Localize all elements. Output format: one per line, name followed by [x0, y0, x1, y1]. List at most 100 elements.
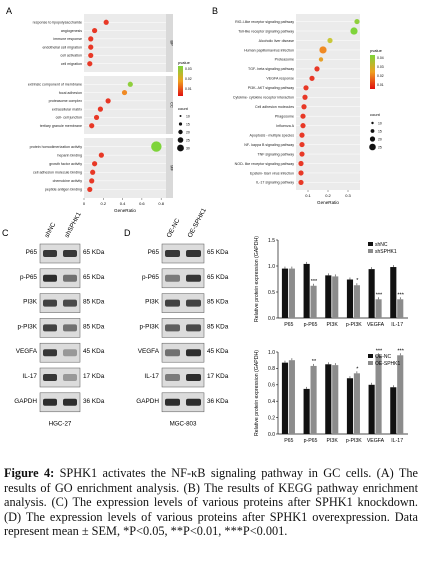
dot-cell-adhesion-molecule-binding: [90, 169, 96, 175]
significance-mark: **: [312, 359, 317, 365]
significance-mark: ***: [376, 348, 383, 354]
bar-shsphk1-vegfa: [375, 299, 382, 318]
count-dot: [369, 143, 376, 151]
kda-label: 17 KDa: [83, 373, 105, 380]
band: [186, 398, 201, 406]
term-label: immune response: [53, 37, 82, 41]
band: [165, 299, 180, 307]
legend: pvalue 0.03 0.02 0.01 count 10 15 20 25 30: [177, 60, 192, 152]
band: [186, 299, 201, 307]
facet-label: BP: [170, 40, 175, 46]
x-tick-label: 0.1: [305, 193, 311, 198]
facet-label: CC: [170, 102, 175, 108]
dot-endothelial-cell-migration: [88, 44, 94, 50]
facet-strip: [166, 76, 173, 134]
term-label: peptide antigen binding: [45, 188, 82, 192]
band: [186, 324, 201, 332]
legend-swatch: [368, 249, 373, 253]
dot-chemokine-activity: [89, 178, 95, 184]
term-label: Cell adhesion molecules: [255, 105, 294, 109]
term-label: IL-17 signaling pathway: [256, 181, 294, 185]
dot-tertiary-granule-membrane: [89, 123, 95, 129]
band: [63, 274, 77, 282]
pvalue-colorbar: [178, 66, 183, 96]
dot-response-to-lipopolysaccharide: [103, 19, 109, 25]
bar-shsphk1-p-pi3k: [353, 285, 360, 318]
facet-mf: MF protein homodimerization activity hepar…: [30, 138, 175, 198]
count-dot: [177, 144, 184, 152]
band: [43, 398, 57, 406]
x-tick-label: 0.2: [101, 201, 107, 206]
y-tick-label: 0.6: [268, 383, 275, 389]
bar-oe-nc-p-p65: [303, 388, 310, 434]
lane-label: shSPHK1: [64, 211, 83, 239]
count-dot: [179, 115, 182, 117]
dot-proteasome: [318, 57, 324, 62]
legend-label: shSPHK1: [375, 249, 397, 255]
bar-shnc-p-p65: [303, 263, 310, 318]
dot-growth-factor-activity: [92, 161, 98, 167]
legend-swatch: [368, 242, 373, 246]
y-tick-label: 1.0: [268, 350, 275, 356]
legend-pvalue-title: pvalue: [178, 60, 191, 65]
term-label: cell- cell junction: [56, 116, 82, 120]
dot-rig-i-like-receptor-signaling-pathway: [354, 18, 360, 25]
panel-d-western-blot: D OE-NC OE-SPHK1 P65 65 KDa p-P65 65 KDa PI3K 85…: [124, 207, 229, 428]
blot-strip: [161, 392, 205, 413]
panel-b-kegg-dotplot: B RIG-I-like receptor signaling pathway To…: [212, 6, 384, 205]
term-label: response to lipopolysaccharide: [33, 21, 82, 25]
lane-label: OE-SPHK1: [187, 207, 209, 239]
term-label: focal adhesion: [59, 91, 82, 95]
x-tick-label: p-P65: [304, 438, 318, 444]
count-dot: [370, 129, 375, 133]
x-tick-label: 0.6: [139, 201, 145, 206]
term-label: VEGFA response: [266, 77, 294, 81]
term-label: angiogenesis: [61, 29, 82, 33]
band: [63, 349, 77, 357]
bar-oe-nc-pi3k: [325, 364, 332, 434]
blot-strip: [161, 268, 205, 289]
protein-label: VEGFA: [16, 348, 38, 355]
bar-shnc-p65: [281, 268, 289, 318]
term-label: protein homodimerization activity: [30, 145, 83, 149]
blot-strip: [161, 318, 205, 338]
pvalue-tick: 0.01: [185, 87, 192, 91]
term-label: cell adhesion molecule binding: [33, 171, 82, 175]
count-tick: 25: [378, 145, 382, 149]
pvalue-tick: 0.04: [377, 56, 384, 60]
term-label: proteasome complex: [49, 99, 83, 103]
blot-strip: [39, 367, 81, 388]
kda-label: 85 KDa: [83, 299, 105, 306]
lane-label: OE-NC: [166, 217, 182, 239]
protein-label: IL-17: [22, 373, 37, 380]
panel-letter: A: [6, 6, 12, 16]
facet-strip: [166, 138, 173, 198]
dot-influenza-a: [300, 123, 306, 129]
significance-mark: ***: [311, 279, 318, 285]
dot-heparin-binding: [98, 152, 104, 158]
band: [165, 398, 180, 406]
count-tick: 20: [186, 130, 190, 134]
bar-shnc-pi3k: [325, 275, 332, 318]
band: [43, 250, 57, 257]
term-label: chemokine activity: [53, 179, 83, 183]
term-label: TGF- beta signaling pathway: [248, 67, 294, 71]
dot-pi3k-akt-signaling-pathway: [303, 85, 309, 91]
dot-immune-response: [88, 36, 94, 42]
pvalue-tick: 0.03: [377, 65, 384, 69]
count-tick: 15: [378, 129, 382, 133]
y-tick-label: 0.2: [268, 415, 275, 421]
protein-label: P65: [26, 249, 38, 256]
term-label: Human papillomavirus infection: [244, 48, 294, 52]
panel-letter: C: [2, 228, 9, 238]
bar-oe-sphk1-vegfa: [375, 355, 382, 434]
kda-label: 85 KDa: [83, 323, 105, 330]
kda-label: 65 KDa: [83, 274, 105, 281]
blot-strip: [39, 392, 81, 413]
bar-oe-sphk1-il-17: [397, 355, 404, 434]
band: [186, 349, 201, 357]
count-tick: 15: [186, 122, 190, 126]
band: [63, 398, 77, 406]
dot-tnf-signaling-pathway: [299, 151, 305, 157]
